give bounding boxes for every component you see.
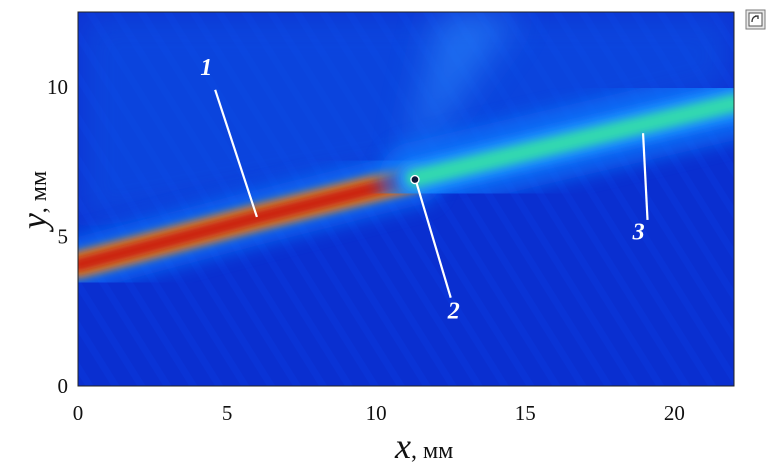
point-marker xyxy=(410,174,420,185)
annotation-line-2 xyxy=(415,182,452,299)
x-tick-label: 15 xyxy=(515,401,536,425)
annotation-line-3 xyxy=(641,133,649,221)
band-core xyxy=(405,94,734,188)
beam-bands xyxy=(78,67,734,292)
window-restore-icon[interactable] xyxy=(745,9,766,30)
annotation-line-1 xyxy=(214,89,258,218)
x-tick-label: 0 xyxy=(73,401,84,425)
y-tick-label: 0 xyxy=(58,374,69,398)
x-tick-label: 20 xyxy=(664,401,685,425)
annotations: 1 2 3 xyxy=(200,55,649,325)
y-axis-ticks: 0 5 10 xyxy=(47,75,68,398)
y-tick-label: 10 xyxy=(47,75,68,99)
x-tick-label: 10 xyxy=(366,401,387,425)
y-axis-label: y, мм xyxy=(14,171,54,232)
plot-area xyxy=(78,12,734,386)
annotation-label-2: 2 xyxy=(447,299,460,325)
x-tick-label: 5 xyxy=(222,401,233,425)
annotation-label-3: 3 xyxy=(632,219,645,245)
upper-diffuse-field xyxy=(78,12,734,230)
annotation-label-1: 1 xyxy=(200,55,212,81)
y-tick-label: 5 xyxy=(58,224,69,248)
cone-glow xyxy=(405,12,520,172)
x-axis-label: x, мм xyxy=(394,426,453,466)
band-core xyxy=(78,171,422,272)
x-axis-ticks: 0 5 10 15 20 xyxy=(73,401,685,425)
plot-frame xyxy=(77,11,735,387)
